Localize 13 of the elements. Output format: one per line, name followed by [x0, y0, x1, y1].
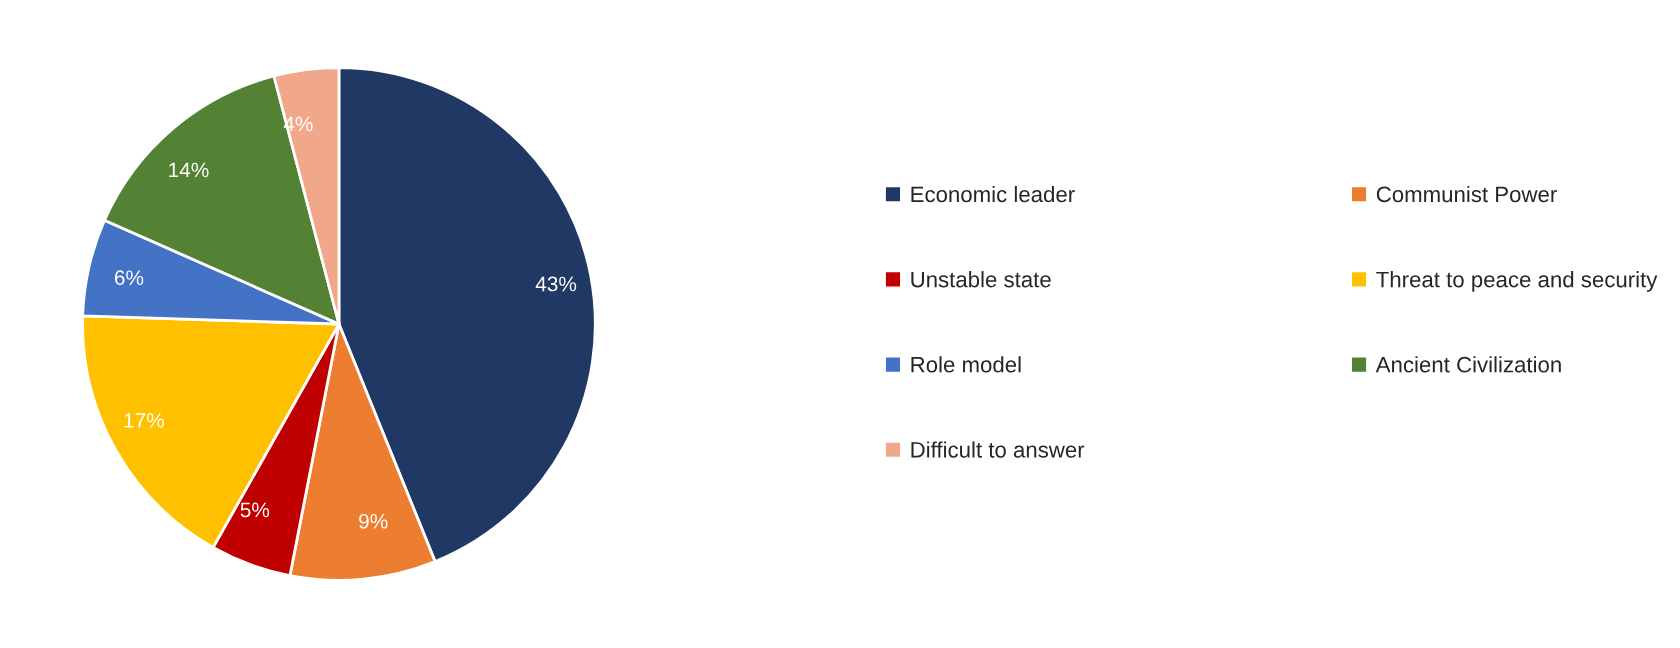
data-label: 43% — [535, 276, 577, 292]
legend-label: Unstable state — [911, 271, 1051, 288]
legend-label: Threat to peace and security — [1376, 271, 1658, 292]
data-label: 5% — [240, 502, 270, 518]
legend-label: Communist Power — [1376, 185, 1557, 203]
legend-label: Ancient Civilization — [1375, 356, 1561, 373]
data-label: 14% — [169, 162, 209, 178]
legend-label: Economic leader — [911, 185, 1075, 203]
data-label: 17% — [124, 413, 164, 428]
data-label: 9% — [359, 513, 388, 529]
data-label: 6% — [114, 270, 144, 286]
legend-label: Difficult to answer — [911, 441, 1085, 458]
legend-label: Role model — [911, 356, 1021, 373]
